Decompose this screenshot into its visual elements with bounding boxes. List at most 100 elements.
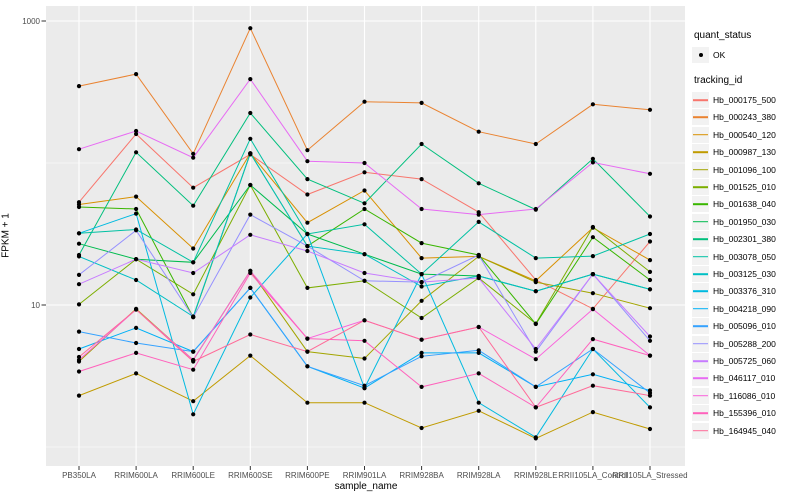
legend-entry: Hb_005096_010 (692, 317, 798, 335)
data-point (248, 151, 253, 156)
data-point (305, 220, 310, 225)
legend-entry-label: Hb_005725_060 (713, 355, 776, 366)
x-tick-label: RRIM928LA (456, 471, 501, 480)
data-point (419, 100, 424, 105)
data-point (590, 410, 596, 415)
data-point (191, 151, 196, 156)
data-point (76, 369, 82, 374)
x-tick-label: RRIM600LA (114, 471, 158, 480)
data-point (590, 254, 596, 259)
data-point (134, 340, 139, 346)
line-key-swatch (692, 196, 709, 213)
data-point (533, 206, 538, 212)
legend-entry-label: Hb_005288_200 (713, 338, 776, 349)
y-tick-label: 10 (31, 300, 40, 310)
data-point (305, 244, 310, 249)
legend-entry-label: Hb_000243_380 (713, 112, 776, 123)
line-key-swatch (692, 352, 709, 369)
legend-entry-label: Hb_164945_040 (713, 425, 776, 436)
x-tick-label: RRIM928BA (399, 471, 444, 480)
legend-entry: Hb_001950_030 (692, 213, 798, 230)
data-point (362, 252, 367, 257)
legend-entry: Hb_003078_050 (692, 248, 798, 265)
line-key-swatch (692, 283, 709, 300)
data-point (419, 354, 424, 359)
legend-entry-label: Hb_116086_010 (713, 390, 776, 401)
data-point (305, 364, 310, 369)
data-point (134, 206, 139, 212)
data-point (191, 270, 196, 276)
data-point (76, 329, 82, 334)
legend-entry-label: Hb_000540_120 (713, 129, 776, 140)
data-point (76, 241, 82, 246)
x-tick-label: RRIM600PE (285, 471, 330, 480)
line-swatch-icon (693, 412, 708, 414)
x-tick-label: RRIM901LA (342, 471, 387, 480)
data-point (191, 359, 196, 364)
legend-tracking-id-entries: Hb_000175_500 Hb_000243_380 Hb_000540_120 H… (692, 91, 798, 439)
data-point (647, 334, 653, 339)
data-point (191, 412, 196, 417)
data-point (248, 270, 253, 276)
data-point (76, 231, 82, 236)
data-point (419, 337, 424, 342)
legend-entry: Hb_004218_090 (692, 300, 798, 317)
data-point (419, 256, 424, 261)
data-point (134, 307, 139, 312)
line-key-swatch (692, 92, 709, 109)
line-key-swatch (692, 126, 709, 143)
line-swatch-icon (693, 134, 708, 136)
line-swatch-icon (693, 168, 708, 171)
data-point (134, 257, 139, 262)
legend-entry-label: Hb_046117_010 (713, 373, 776, 384)
data-point (362, 188, 367, 193)
legend-entry: Hb_000540_120 (692, 126, 798, 143)
data-point (76, 282, 82, 287)
legend-entry-label: Hb_001525_010 (713, 182, 776, 193)
legend-entry: Hb_005288_200 (692, 335, 798, 352)
data-point (362, 99, 367, 104)
legend: quant_status OK tracking_id Hb_000175_50… (692, 30, 798, 439)
data-point (476, 408, 481, 413)
x-tick-label: PB350LA (62, 471, 96, 480)
data-point (590, 346, 596, 352)
legend-entry-label: Hb_004218_090 (713, 303, 776, 314)
data-point (647, 107, 653, 112)
data-point (134, 211, 139, 216)
data-point (191, 292, 196, 297)
data-point (305, 336, 310, 341)
data-point (419, 298, 424, 303)
data-point (134, 325, 139, 330)
data-point (647, 405, 653, 410)
data-point (76, 302, 82, 307)
data-point (362, 356, 367, 361)
x-tick-label: RRIM928LE (514, 471, 558, 480)
data-point (647, 277, 653, 283)
line-key-swatch (692, 318, 709, 335)
line-swatch-icon (693, 307, 708, 310)
data-point (191, 246, 196, 251)
data-point (305, 231, 310, 237)
data-point (533, 289, 538, 294)
data-point (419, 315, 424, 321)
point-icon (698, 52, 703, 57)
legend-entry-label: Hb_005096_010 (713, 321, 776, 332)
data-point (419, 280, 424, 285)
line-key-swatch (692, 405, 709, 422)
data-point (590, 307, 596, 312)
line-swatch-icon (693, 325, 708, 327)
data-point (362, 160, 367, 166)
data-point (533, 141, 538, 147)
legend-entry: Hb_001525_010 (692, 178, 798, 196)
line-key-swatch (692, 387, 709, 404)
legend-entry-label: Hb_001096_100 (713, 164, 776, 175)
line-swatch-icon (693, 151, 708, 154)
data-point (134, 72, 139, 77)
data-point (647, 393, 653, 398)
line-swatch-icon (693, 116, 708, 119)
data-point (362, 206, 367, 212)
data-point (248, 136, 253, 141)
x-tick-label: RRIM600SE (228, 471, 273, 480)
